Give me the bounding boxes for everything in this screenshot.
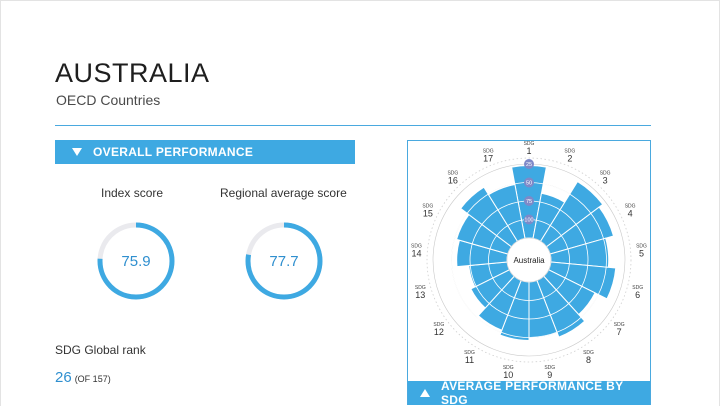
regional-score-gauge: 77.7: [243, 220, 325, 302]
sdg-number-16: 16: [448, 175, 458, 185]
sdg-number-9: 9: [547, 370, 552, 380]
overall-performance-toggle[interactable]: OVERALL PERFORMANCE: [55, 140, 355, 164]
sdg-word: SDG: [600, 170, 611, 176]
sdg-word: SDG: [625, 204, 636, 210]
index-score-gauge: 75.9: [95, 220, 177, 302]
sdg-word: SDG: [632, 285, 643, 291]
regional-score-value: 77.7: [269, 252, 299, 270]
overall-performance-label: OVERALL PERFORMANCE: [93, 145, 254, 159]
sdg-number-14: 14: [411, 249, 421, 259]
triangle-down-icon: [72, 148, 82, 156]
regional-average-label: Regional average score: [220, 186, 347, 200]
sdg-word: SDG: [464, 350, 475, 356]
index-score-value: 75.9: [121, 252, 151, 270]
sdg-number-12: 12: [434, 327, 444, 337]
sdg-word: SDG: [524, 141, 535, 147]
sdg-word: SDG: [483, 149, 494, 155]
sdg-word: SDG: [411, 244, 422, 250]
center-country-label: Australia: [513, 256, 545, 265]
page-subtitle: OECD Countries: [56, 92, 161, 108]
global-rank-value: 26 (OF 157): [55, 369, 111, 386]
scale-badge-25: [524, 214, 534, 225]
scale-badge-label-50: 75: [526, 199, 532, 205]
sdg-number-1: 1: [526, 146, 531, 156]
sdg-word: SDG: [583, 350, 594, 356]
sdg-word: SDG: [447, 170, 458, 176]
triangle-up-icon: [420, 389, 430, 397]
sdg-number-10: 10: [503, 370, 513, 380]
sdg-number-4: 4: [628, 209, 633, 219]
sdg-number-17: 17: [483, 154, 493, 164]
sdg-word: SDG: [614, 322, 625, 328]
sdg-number-7: 7: [617, 327, 622, 337]
scale-badge-75: [524, 177, 534, 188]
outer-guide-ring: [426, 157, 632, 363]
header-divider: [55, 125, 651, 126]
sdg-chart-panel: Australia 25 50 75 100 SDG 1 SDG 2 SDG 3 SDG 4 SDG 5 SD…: [407, 140, 651, 405]
sdg-number-11: 11: [465, 355, 474, 365]
sdg-number-6: 6: [635, 290, 640, 300]
index-score-arc: [97, 222, 175, 300]
regional-score-arc: [245, 222, 323, 300]
sdg-number-3: 3: [603, 175, 608, 185]
page-title: AUSTRALIA: [55, 58, 210, 88]
sdg-word: SDG: [544, 365, 555, 371]
index-score-label: Index score: [101, 186, 164, 200]
scale-badge-label-100: 25: [526, 162, 532, 168]
center-circle: [506, 237, 552, 283]
sdg-word: SDG: [503, 365, 514, 371]
scale-badge-100: [524, 159, 534, 169]
rank-of-total: (OF 157): [74, 374, 111, 384]
average-performance-label: AVERAGE PERFORMANCE BY SDG: [441, 379, 624, 407]
sdg-number-2: 2: [567, 154, 572, 164]
scale-badge-50: [524, 196, 534, 206]
global-rank-label: SDG Global rank: [55, 343, 146, 357]
sdg-number-5: 5: [639, 249, 644, 259]
sdg-word: SDG: [433, 322, 444, 328]
sdg-word: SDG: [564, 149, 575, 155]
scale-badge-label-25: 100: [524, 218, 533, 224]
sdg-word: SDG: [636, 244, 647, 250]
sdg-number-15: 15: [423, 209, 433, 219]
sdg-word: SDG: [415, 285, 426, 291]
average-performance-toggle[interactable]: AVERAGE PERFORMANCE BY SDG: [408, 379, 650, 407]
rank-number: 26: [55, 369, 72, 386]
sdg-word: SDG: [422, 204, 433, 210]
sdg-number-8: 8: [586, 355, 591, 365]
sdg-number-13: 13: [415, 290, 425, 300]
scale-badge-label-75: 50: [526, 181, 532, 187]
